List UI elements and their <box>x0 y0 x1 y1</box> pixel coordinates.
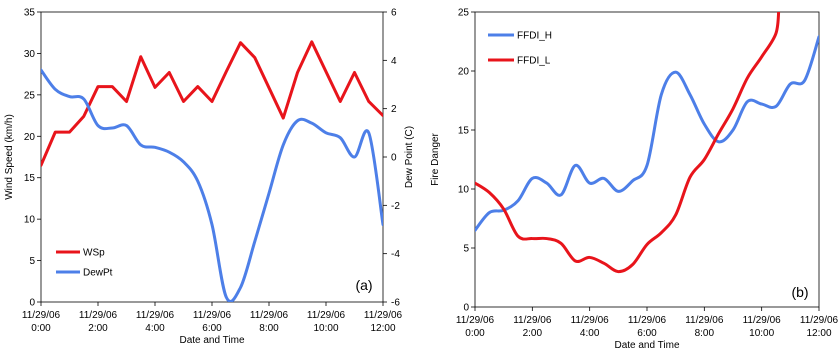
y-tick-label: 15 <box>458 126 470 137</box>
series-line-ffdi-l <box>475 12 781 274</box>
y-axis-title: Wind Speed (km/h) <box>4 114 15 200</box>
legend-label-ffdi-l: FFDI_L <box>517 56 551 67</box>
y-axis-title: Fire Danger <box>430 132 441 185</box>
x-tick-time: 10:00 <box>749 328 774 339</box>
y2-axis-title: Dew Point (C) <box>404 126 415 188</box>
y-tick-label: 20 <box>24 132 36 143</box>
x-tick-time: 8:00 <box>259 323 279 334</box>
x-tick-date: 11/29/06 <box>456 315 495 326</box>
x-tick-date: 11/29/06 <box>628 315 667 326</box>
x-tick-date: 11/29/06 <box>571 315 610 326</box>
series-line-ffdi-h <box>475 35 819 232</box>
legend-label-ffdi-h: FFDI_H <box>517 31 552 42</box>
x-tick-time: 8:00 <box>695 328 715 339</box>
legend-label-dewpt: DewPt <box>83 268 113 279</box>
x-tick-time: 12:00 <box>370 323 395 334</box>
x-tick-time: 0:00 <box>31 323 51 334</box>
y-tick-label: 0 <box>29 298 35 309</box>
chart-panel-b: 0 5 10 15 20 25 11/29/06 0:00 11/29/06 2:00 11/29/… <box>430 8 839 352</box>
y-tick-label: 10 <box>24 215 36 226</box>
x-tick-time: 2:00 <box>88 323 108 334</box>
legend: WSp DewPt <box>56 248 113 279</box>
x-tick-date: 11/29/06 <box>22 310 61 321</box>
y-tick-label: 20 <box>458 67 470 78</box>
x-tick-date: 11/29/06 <box>685 315 724 326</box>
x-tick-time: 4:00 <box>580 328 600 339</box>
x-tick-date: 11/29/06 <box>364 310 403 321</box>
y-tick-label: 5 <box>463 244 469 255</box>
x-tick-date: 11/29/06 <box>513 315 552 326</box>
y2-tick-label: -6 <box>391 298 400 309</box>
x-tick-time: 4:00 <box>145 323 165 334</box>
series-group <box>41 40 383 302</box>
x-tick-date: 11/29/06 <box>193 310 232 321</box>
plot-frame <box>40 11 384 303</box>
panel-label: (a) <box>355 277 372 293</box>
x-tick-date: 11/29/06 <box>307 310 346 321</box>
y-tick-label: 15 <box>24 173 36 184</box>
x-tick-time: 0:00 <box>465 328 485 339</box>
y2-tick-label: 2 <box>391 104 397 115</box>
y2-tick-label: 0 <box>391 153 397 164</box>
x-tick-date: 11/29/06 <box>743 315 782 326</box>
y-tick-label: 25 <box>458 8 470 19</box>
y2-tick-label: 6 <box>391 8 397 19</box>
panel-label: (b) <box>791 284 808 300</box>
x-tick-date: 11/29/06 <box>250 310 289 321</box>
x-tick-time: 12:00 <box>806 328 831 339</box>
x-tick-time: 10:00 <box>313 323 338 334</box>
series-line-dewpt <box>41 68 383 302</box>
x-axis-title: Date and Time <box>614 340 679 351</box>
chart-panel-a: 0 5 10 15 20 25 30 35 -6 -4 -2 0 2 4 6 11/29/06 0:00 11/2… <box>4 8 415 347</box>
y2-tick-label: 4 <box>391 56 397 67</box>
y-tick-label: 25 <box>24 90 36 101</box>
x-tick-time: 6:00 <box>202 323 222 334</box>
y-tick-label: 35 <box>24 8 36 19</box>
x-tick-time: 6:00 <box>637 328 657 339</box>
x-tick-time: 2:00 <box>523 328 543 339</box>
legend: FFDI_H FFDI_L <box>488 31 552 67</box>
y2-tick-label: -2 <box>391 201 400 212</box>
x-axis-title: Date and Time <box>179 335 244 346</box>
legend-label-wsp: WSp <box>83 248 105 259</box>
y-tick-label: 0 <box>463 303 469 314</box>
x-tick-date: 11/29/06 <box>79 310 118 321</box>
y-tick-label: 30 <box>24 49 36 60</box>
y-tick-label: 5 <box>29 256 35 267</box>
series-group <box>475 12 819 274</box>
x-tick-date: 11/29/06 <box>136 310 175 321</box>
y-tick-label: 10 <box>458 185 470 196</box>
y2-tick-label: -4 <box>391 249 400 260</box>
x-tick-date: 11/29/06 <box>800 315 839 326</box>
series-line-wsp <box>41 40 383 167</box>
